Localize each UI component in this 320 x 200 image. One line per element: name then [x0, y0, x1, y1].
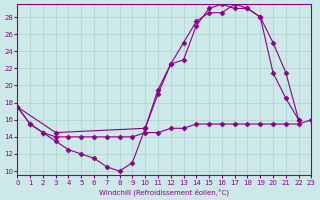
X-axis label: Windchill (Refroidissement éolien,°C): Windchill (Refroidissement éolien,°C) [100, 188, 229, 196]
